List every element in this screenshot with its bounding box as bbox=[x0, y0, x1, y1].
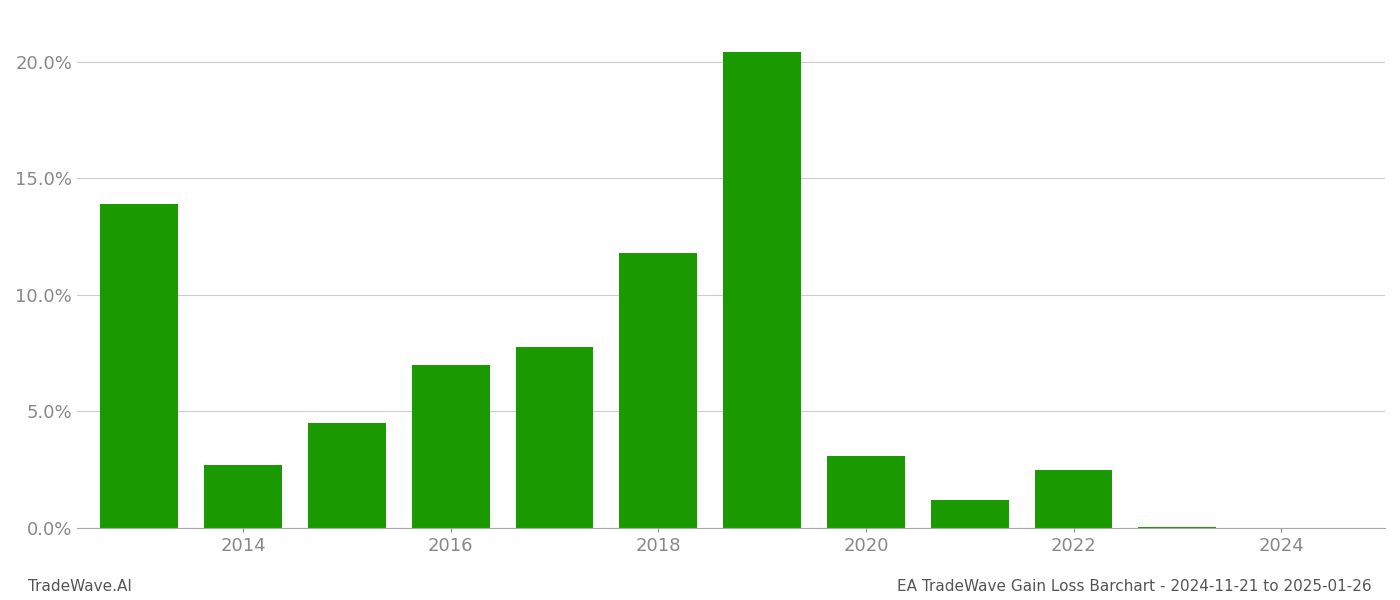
Text: TradeWave.AI: TradeWave.AI bbox=[28, 579, 132, 594]
Bar bbox=[101, 204, 178, 528]
Bar bbox=[204, 465, 281, 528]
Bar bbox=[308, 423, 386, 528]
Bar bbox=[1035, 470, 1113, 528]
Text: EA TradeWave Gain Loss Barchart - 2024-11-21 to 2025-01-26: EA TradeWave Gain Loss Barchart - 2024-1… bbox=[897, 579, 1372, 594]
Bar bbox=[619, 253, 697, 528]
Bar bbox=[827, 455, 904, 528]
Bar bbox=[412, 365, 490, 528]
Bar bbox=[931, 500, 1008, 528]
Bar bbox=[1138, 527, 1217, 528]
Bar bbox=[724, 52, 801, 528]
Bar bbox=[515, 347, 594, 528]
